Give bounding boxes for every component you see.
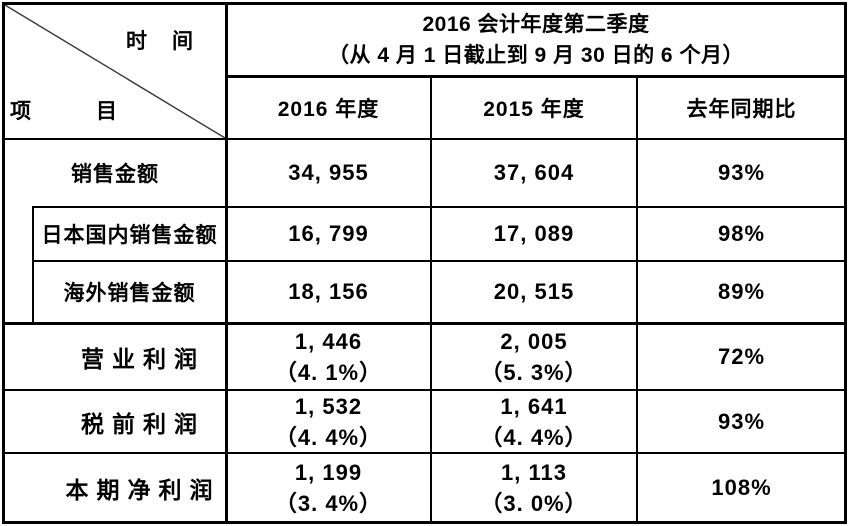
corner-time-label: 时 间 bbox=[126, 30, 195, 53]
value-2016-pretax-profit: 1, 532 （4. 4%） bbox=[227, 391, 485, 452]
value-ratio-net-profit: 108% bbox=[711, 474, 772, 500]
value-2015-net-profit-pct: （3. 0%） bbox=[480, 490, 588, 516]
report-title-line2: （从 4 月 1 日截止到 9 月 30 日的 6 个月） bbox=[328, 44, 744, 67]
value-2016-operating-profit: 1, 446 （4. 1%） bbox=[227, 325, 485, 389]
row-label-pretax-profit: 税前利润 bbox=[81, 410, 205, 437]
column-header-2015: 2015 年度 bbox=[483, 98, 585, 121]
row-label-net-profit: 本期净利润 bbox=[65, 476, 221, 503]
row-divider-4 bbox=[2, 389, 847, 391]
value-ratio-sales: 93% bbox=[717, 160, 766, 185]
subcategory-divider bbox=[32, 206, 34, 324]
col-divider-ratio bbox=[636, 75, 638, 524]
value-2015-pretax-profit: 1, 641 （4. 4%） bbox=[432, 391, 670, 452]
value-2016-overseas: 18, 156 bbox=[288, 279, 369, 304]
title-row-divider bbox=[225, 75, 847, 78]
value-2016-net-profit: 1, 199 （3. 4%） bbox=[227, 454, 485, 521]
value-2016-sales: 34, 955 bbox=[288, 160, 369, 185]
header-row-divider bbox=[2, 138, 847, 140]
row-label-operating-profit: 营业利润 bbox=[81, 346, 205, 372]
value-2016-domestic: 16, 799 bbox=[288, 221, 369, 246]
column-header-ratio: 去年同期比 bbox=[686, 98, 797, 121]
value-2015-pretax-profit-amount: 1, 641 bbox=[500, 393, 568, 419]
row-label-sales: 销售金额 bbox=[71, 163, 159, 186]
row-label-overseas-sales: 海外销售金额 bbox=[63, 282, 196, 305]
col-divider-2015 bbox=[430, 75, 432, 524]
value-ratio-overseas: 89% bbox=[717, 279, 766, 304]
value-2016-pretax-profit-pct: （4. 4%） bbox=[274, 424, 383, 450]
value-2016-net-profit-pct: （3. 4%） bbox=[274, 490, 383, 516]
row-divider-5 bbox=[2, 452, 847, 454]
row-label-domestic-sales: 日本国内销售金额 bbox=[41, 224, 218, 247]
value-2015-pretax-profit-pct: （4. 4%） bbox=[480, 424, 588, 450]
value-2016-pretax-profit-amount: 1, 532 bbox=[294, 393, 363, 419]
value-ratio-operating-profit: 72% bbox=[717, 344, 766, 369]
value-2015-operating-profit-amount: 2, 005 bbox=[500, 329, 568, 354]
value-2016-operating-profit-pct: （4. 1%） bbox=[274, 360, 383, 385]
value-2015-domestic: 17, 089 bbox=[493, 221, 575, 246]
report-title: 2016 会计年度第二季度 （从 4 月 1 日截止到 9 月 30 日的 6 … bbox=[227, 5, 845, 75]
value-ratio-pretax-profit: 93% bbox=[717, 408, 766, 434]
row-divider-2 bbox=[32, 260, 847, 262]
value-2016-net-profit-amount: 1, 199 bbox=[294, 459, 363, 485]
diagonal-line bbox=[5, 5, 225, 138]
report-title-line1: 2016 会计年度第二季度 bbox=[422, 13, 650, 36]
value-2015-net-profit: 1, 113 （3. 0%） bbox=[432, 454, 670, 521]
value-2015-operating-profit: 2, 005 （5. 3%） bbox=[432, 325, 670, 389]
value-2015-sales: 37, 604 bbox=[493, 160, 575, 185]
value-2015-operating-profit-pct: （5. 3%） bbox=[480, 360, 588, 385]
corner-item-label: 项 目 bbox=[10, 100, 139, 123]
row-divider-3 bbox=[2, 322, 847, 325]
value-2016-operating-profit-amount: 1, 446 bbox=[294, 329, 363, 354]
column-header-2016: 2016 年度 bbox=[277, 98, 380, 121]
label-column-divider bbox=[225, 2, 228, 524]
value-2015-overseas: 20, 515 bbox=[493, 279, 575, 304]
row-divider-1 bbox=[32, 206, 847, 208]
value-ratio-domestic: 98% bbox=[717, 221, 766, 246]
value-2015-net-profit-amount: 1, 113 bbox=[501, 459, 567, 485]
